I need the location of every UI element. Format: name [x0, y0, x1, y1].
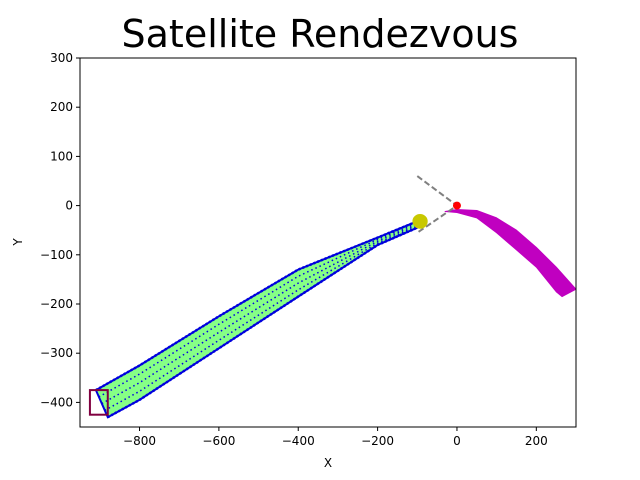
approach-band-inner-path — [104, 225, 418, 412]
chart-title: Satellite Rendezvous — [121, 12, 519, 56]
x-tick-label: 200 — [525, 434, 548, 448]
data-layer — [88, 175, 576, 419]
y-tick-label: −300 — [40, 346, 73, 360]
target-point — [452, 201, 461, 210]
x-tick-label: −200 — [361, 434, 394, 448]
plot-frame — [79, 57, 577, 428]
x-axis-ticks: −800 −600 −400 −200 0 200 — [123, 427, 548, 448]
x-tick-label: −800 — [123, 434, 156, 448]
capture-zone — [412, 213, 428, 229]
y-tick-label: 200 — [50, 100, 73, 114]
y-tick-label: 100 — [50, 149, 73, 163]
x-tick-label: −400 — [282, 434, 315, 448]
y-axis-label: Y — [11, 238, 25, 247]
data-group — [88, 175, 576, 419]
y-axis-ticks: −400 −300 −200 −100 0 100 200 300 — [40, 51, 80, 409]
y-tick-label: 0 — [65, 199, 73, 213]
start-region-box — [88, 389, 109, 416]
y-tick-label: −400 — [40, 395, 73, 409]
target-trajectory — [444, 209, 576, 298]
y-tick-label: 300 — [50, 51, 73, 65]
x-axis-label: X — [324, 456, 332, 470]
approach-band-upper-edge — [95, 220, 418, 392]
y-tick-label: −100 — [40, 248, 73, 262]
y-tick-label: −200 — [40, 297, 73, 311]
x-tick-label: 0 — [453, 434, 461, 448]
x-tick-label: −600 — [202, 434, 235, 448]
